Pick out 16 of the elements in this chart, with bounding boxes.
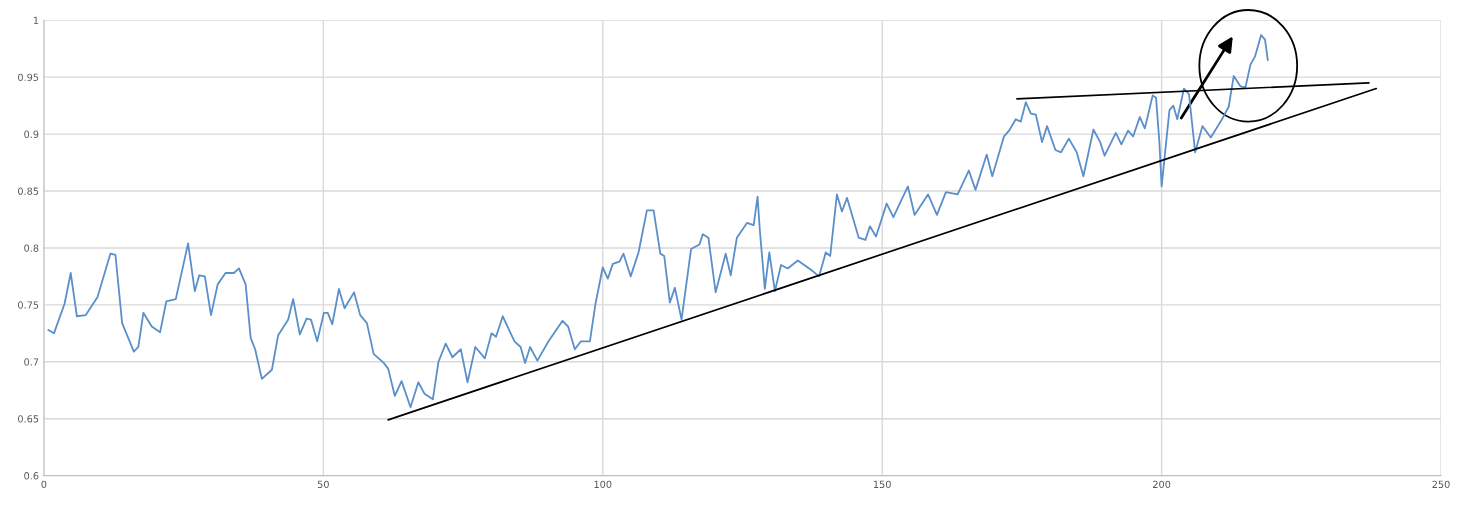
x-tick-label: 100 bbox=[594, 480, 612, 489]
x-tick-label: 50 bbox=[317, 480, 329, 489]
y-tick-label: 1 bbox=[33, 16, 39, 24]
x-tick-label: 250 bbox=[1432, 480, 1450, 489]
line-series bbox=[47, 34, 1269, 409]
y-tick-label: 0.6 bbox=[24, 472, 39, 480]
x-tick-label: 150 bbox=[873, 480, 891, 489]
x-tick-label: 200 bbox=[1153, 480, 1171, 489]
y-tick-label: 0.9 bbox=[24, 130, 39, 138]
y-tick-label: 0.85 bbox=[18, 187, 39, 195]
y-tick-label: 0.8 bbox=[24, 244, 39, 252]
y-tick-label: 0.95 bbox=[18, 73, 39, 81]
y-tick-label: 0.7 bbox=[24, 358, 39, 366]
x-tick-label: 0 bbox=[41, 480, 47, 489]
y-tick-label: 0.65 bbox=[18, 415, 39, 423]
y-tick-label: 0.75 bbox=[18, 301, 39, 309]
